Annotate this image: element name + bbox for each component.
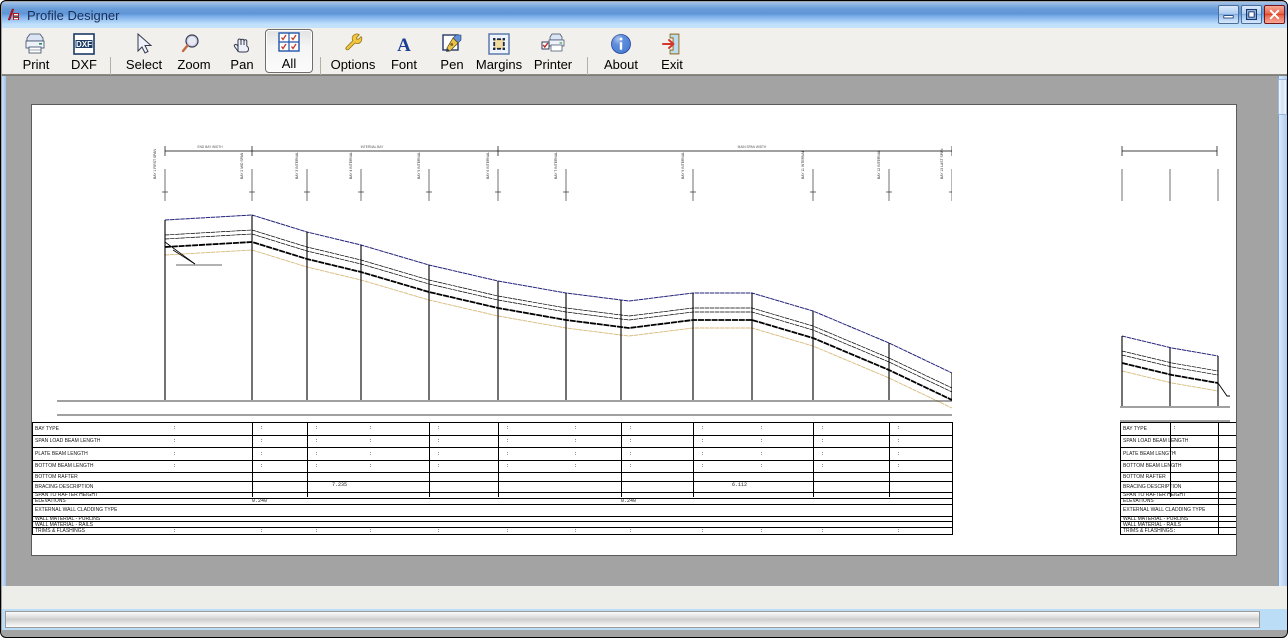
svg-text:A: A (397, 35, 411, 55)
svg-text:DXF: DXF (76, 40, 92, 49)
